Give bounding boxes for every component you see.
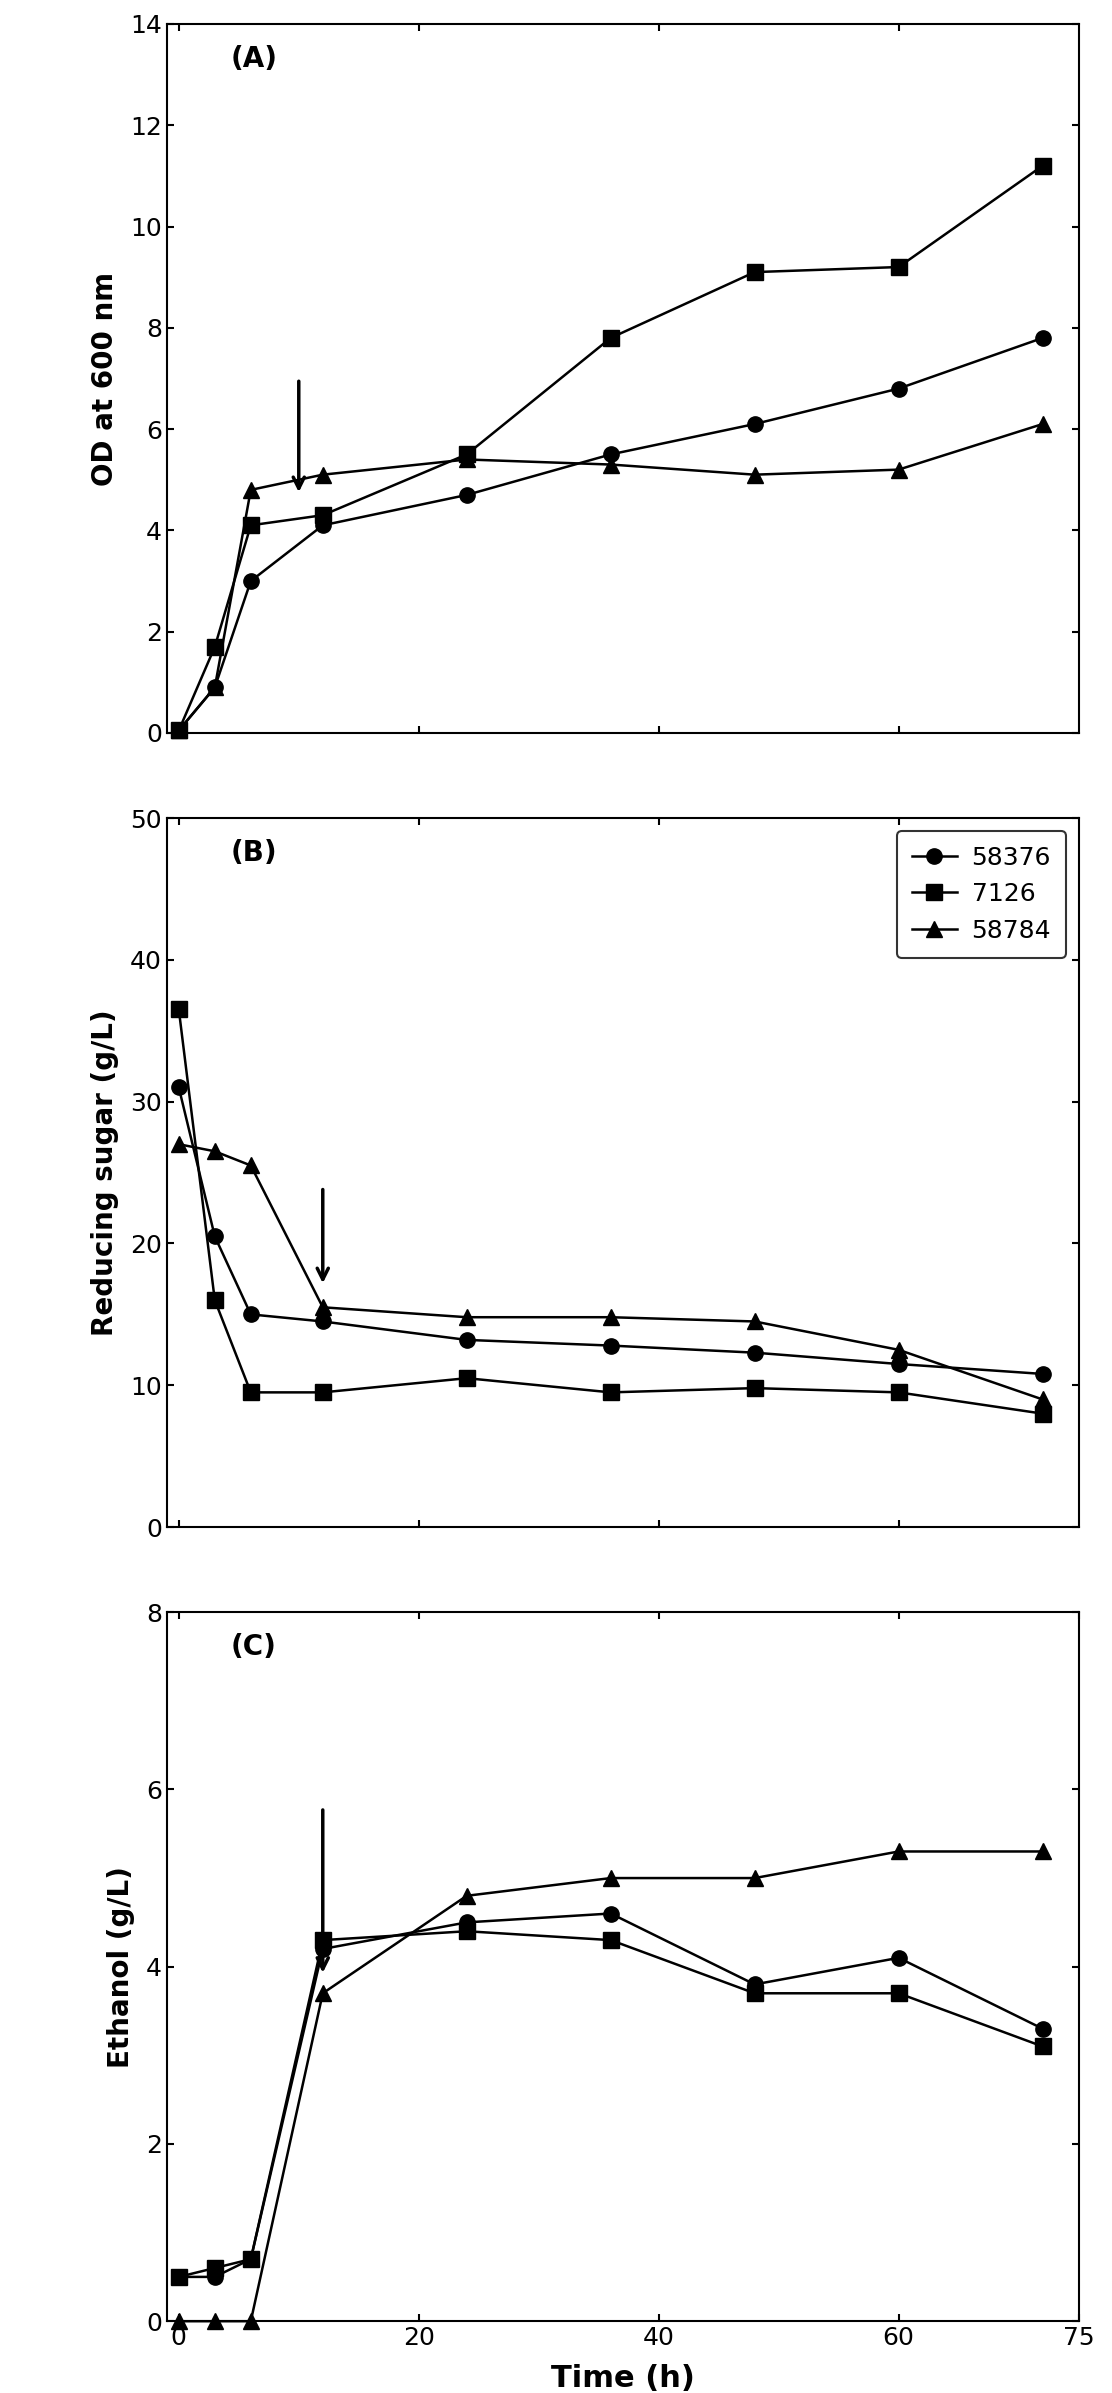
Text: (C): (C) — [230, 1634, 277, 1661]
Y-axis label: OD at 600 nm: OD at 600 nm — [91, 270, 119, 486]
Y-axis label: Ethanol (g/L): Ethanol (g/L) — [107, 1867, 135, 2068]
Y-axis label: Reducing sugar (g/L): Reducing sugar (g/L) — [91, 1010, 119, 1335]
Legend: 58376, 7126, 58784: 58376, 7126, 58784 — [896, 830, 1066, 957]
X-axis label: Time (h): Time (h) — [550, 2364, 695, 2393]
Text: (B): (B) — [230, 840, 277, 866]
Text: (A): (A) — [230, 45, 278, 74]
